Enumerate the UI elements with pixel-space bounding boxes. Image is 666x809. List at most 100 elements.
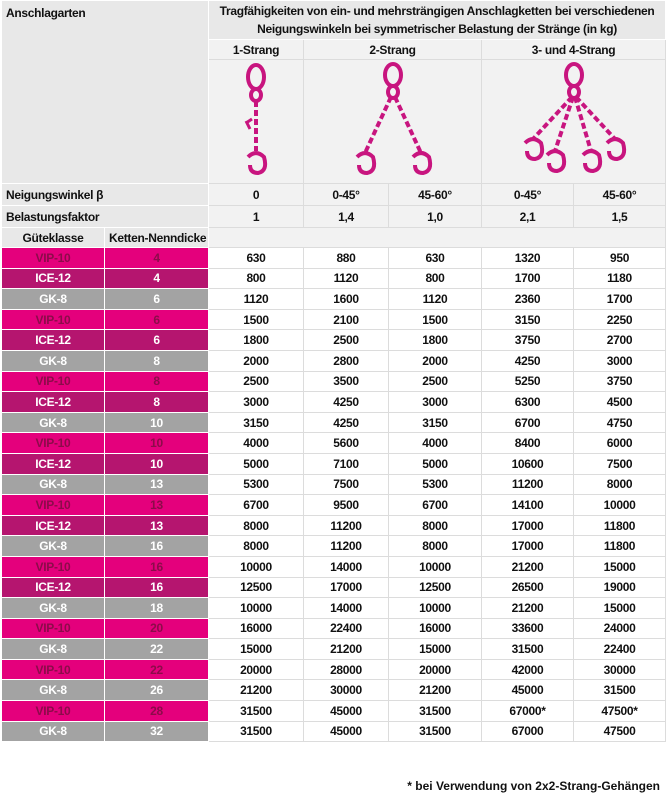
grade-cell: ICE-12 — [1, 267, 105, 290]
capacity-cell: 67000* — [481, 700, 574, 722]
diameter-cell: 22 — [104, 638, 209, 660]
title-line: Tragfähigkeiten von ein- und mehrsträngi… — [219, 4, 655, 18]
diameter-cell: 10 — [104, 452, 209, 475]
grade-cell: GK-8 — [1, 411, 105, 434]
column-header: Ketten-Nenndicke — [104, 227, 209, 248]
grade-cell: GK-8 — [1, 473, 105, 496]
capacity-cell: 21200 — [388, 679, 482, 702]
capacity-cell: 800 — [208, 267, 304, 290]
diameter-cell: 16 — [104, 535, 209, 557]
capacity-cell: 8400 — [481, 432, 574, 454]
capacity-cell: 2000 — [208, 349, 304, 372]
capacity-cell: 7100 — [303, 452, 389, 475]
sling-image — [480, 59, 666, 184]
grade-cell: GK-8 — [1, 597, 105, 619]
capacity-cell: 11200 — [303, 514, 389, 537]
col-label: Anschlagarten — [1, 0, 209, 184]
capacity-cell: 11800 — [572, 535, 666, 557]
capacity-cell: 3150 — [481, 308, 574, 331]
header-value: 1,0 — [388, 205, 482, 228]
sling-1 — [244, 63, 268, 176]
title-line: Neigungswinkeln bei symmetrischer Belast… — [257, 22, 617, 36]
capacity-cell: 12500 — [388, 576, 482, 599]
header-value: 45-60° — [572, 183, 666, 206]
capacity-cell: 7500 — [572, 452, 666, 475]
header-value: 2,1 — [481, 205, 574, 228]
capacity-cell: 9500 — [303, 494, 389, 516]
capacity-cell: 5250 — [481, 370, 574, 393]
data-row: GK-8 16 8000 11200 8000 17000 11800 — [1, 535, 666, 557]
capacity-cell: 1120 — [388, 288, 482, 310]
sling-4 — [523, 62, 626, 174]
capacity-cell: 20000 — [388, 658, 482, 681]
data-row: GK-8 6 1120 1600 1120 2360 1700 — [1, 288, 666, 310]
capacity-cell: 21200 — [303, 638, 389, 660]
capacity-cell: 8000 — [208, 535, 304, 557]
capacity-cell: 5600 — [303, 432, 389, 454]
data-row: ICE-12 10 5000 7100 5000 10600 7500 — [1, 452, 666, 475]
capacity-cell: 22400 — [303, 617, 389, 640]
header-value: 0 — [208, 183, 304, 206]
diameter-cell: 22 — [104, 658, 209, 681]
footnote: * bei Verwendung von 2x2-Strang-Gehängen — [407, 779, 660, 793]
capacity-cell: 14100 — [481, 494, 574, 516]
capacity-cell: 14000 — [303, 597, 389, 619]
row-label: Belastungsfaktor — [1, 205, 209, 228]
spacer — [207, 227, 666, 248]
column-header: Güteklasse — [1, 227, 105, 248]
capacity-cell: 1700 — [481, 267, 574, 290]
table-head: Anschlagarten Tragfähigkeiten von ein- u… — [1, 0, 666, 248]
diameter-cell: 4 — [104, 247, 209, 269]
header-value: 45-60° — [388, 183, 482, 206]
data-row: VIP-10 10 4000 5600 4000 8400 6000 — [1, 432, 666, 454]
capacity-cell: 630 — [388, 247, 482, 269]
data-row: VIP-10 6 1500 2100 1500 3150 2250 — [1, 308, 666, 331]
capacity-cell: 5300 — [208, 473, 304, 496]
data-row: GK-8 26 21200 30000 21200 45000 31500 — [1, 679, 666, 702]
sling-image — [303, 59, 482, 184]
diameter-cell: 18 — [104, 597, 209, 619]
capacity-cell: 5300 — [388, 473, 482, 496]
capacity-cell: 45000 — [303, 720, 389, 743]
capacity-cell: 2250 — [572, 308, 666, 331]
diameter-cell: 13 — [104, 514, 209, 537]
data-row: ICE-12 16 12500 17000 12500 26500 19000 — [1, 576, 666, 599]
diameter-cell: 6 — [104, 329, 209, 351]
capacity-cell: 8000 — [572, 473, 666, 496]
diameter-cell: 16 — [104, 576, 209, 599]
column-header-row: Güteklasse Ketten-Nenndicke — [1, 227, 666, 248]
capacity-cell: 42000 — [481, 658, 574, 681]
grade-cell: GK-8 — [1, 679, 105, 702]
group-label: 1-Strang — [208, 39, 304, 60]
data-row: GK-8 13 5300 7500 5300 11200 8000 — [1, 473, 666, 496]
diameter-cell: 20 — [104, 617, 209, 640]
grade-cell: GK-8 — [1, 638, 105, 660]
capacity-cell: 4250 — [303, 411, 389, 434]
capacity-cell: 6000 — [572, 432, 666, 454]
capacity-cell: 15000 — [388, 638, 482, 660]
grade-cell: VIP-10 — [1, 308, 105, 331]
capacity-cell: 1500 — [388, 308, 482, 331]
capacity-cell: 15000 — [572, 555, 666, 578]
diameter-cell: 26 — [104, 679, 209, 702]
capacity-cell: 30000 — [303, 679, 389, 702]
capacity-cell: 4000 — [208, 432, 304, 454]
factor-row: Belastungsfaktor 1 1,4 1,0 2,1 1,5 — [1, 205, 666, 228]
capacity-cell: 26500 — [481, 576, 574, 599]
angle-row: Neigungswinkel β 0 0-45° 45-60° 0-45° 45-60° — [1, 183, 666, 206]
capacity-cell: 2100 — [303, 308, 389, 331]
capacity-cell: 2500 — [303, 329, 389, 351]
capacity-cell: 6700 — [481, 411, 574, 434]
capacity-cell: 880 — [303, 247, 389, 269]
capacity-cell: 3000 — [208, 391, 304, 413]
group-label: 3- und 4-Strang — [480, 39, 666, 60]
diameter-cell: 8 — [104, 391, 209, 413]
capacity-cell: 11200 — [303, 535, 389, 557]
capacity-cell: 4500 — [572, 391, 666, 413]
capacity-cell: 4250 — [303, 391, 389, 413]
data-row: ICE-12 6 1800 2500 1800 3750 2700 — [1, 329, 666, 351]
capacity-cell: 33600 — [481, 617, 574, 640]
capacity-cell: 10000 — [572, 494, 666, 516]
capacity-cell: 10000 — [208, 555, 304, 578]
data-row: VIP-10 22 20000 28000 20000 42000 30000 — [1, 658, 666, 681]
